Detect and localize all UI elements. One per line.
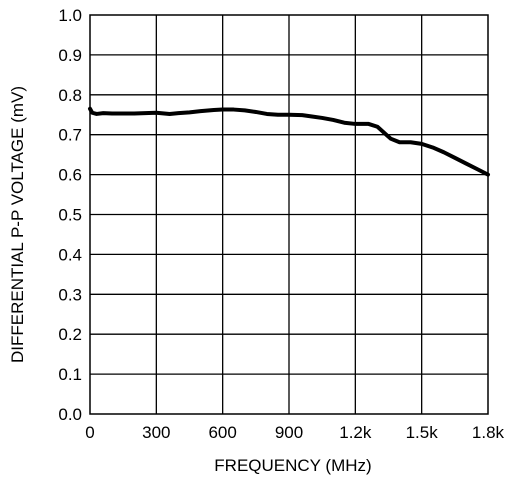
y-tick-labels: 0.0 0.1 0.2 0.3 0.4 0.5 0.6 0.7 0.8 0.9 1.0 [58,6,82,424]
y-tick-label: 0.8 [58,86,82,105]
y-tick-label: 0.9 [58,46,82,65]
y-tick-label: 1.0 [58,6,82,25]
grid [90,15,488,414]
plot-frame [89,14,489,415]
y-tick-label: 0.0 [58,405,82,424]
x-tick-label: 1.8k [472,423,505,442]
x-tick-label: 0 [85,423,94,442]
x-tick-label: 300 [142,423,170,442]
x-tick-label: 900 [275,423,303,442]
y-tick-label: 0.7 [58,126,82,145]
y-tick-label: 0.4 [58,245,82,264]
y-axis-label: DIFFERENTIAL P-P VOLTAGE (mV) [8,86,27,363]
x-tick-label: 1.5k [406,423,439,442]
series-line [88,106,490,177]
y-tick-label: 0.3 [58,285,82,304]
series-group [88,106,490,177]
x-tick-label: 600 [208,423,236,442]
y-tick-label: 0.2 [58,325,82,344]
y-tick-label: 0.5 [58,206,82,225]
x-axis-label: FREQUENCY (MHz) [214,456,371,475]
x-tick-labels: 0 300 600 900 1.2k 1.5k 1.8k [85,423,504,442]
y-tick-label: 0.1 [58,365,82,384]
x-tick-label: 1.2k [339,423,372,442]
y-tick-label: 0.6 [58,166,82,185]
